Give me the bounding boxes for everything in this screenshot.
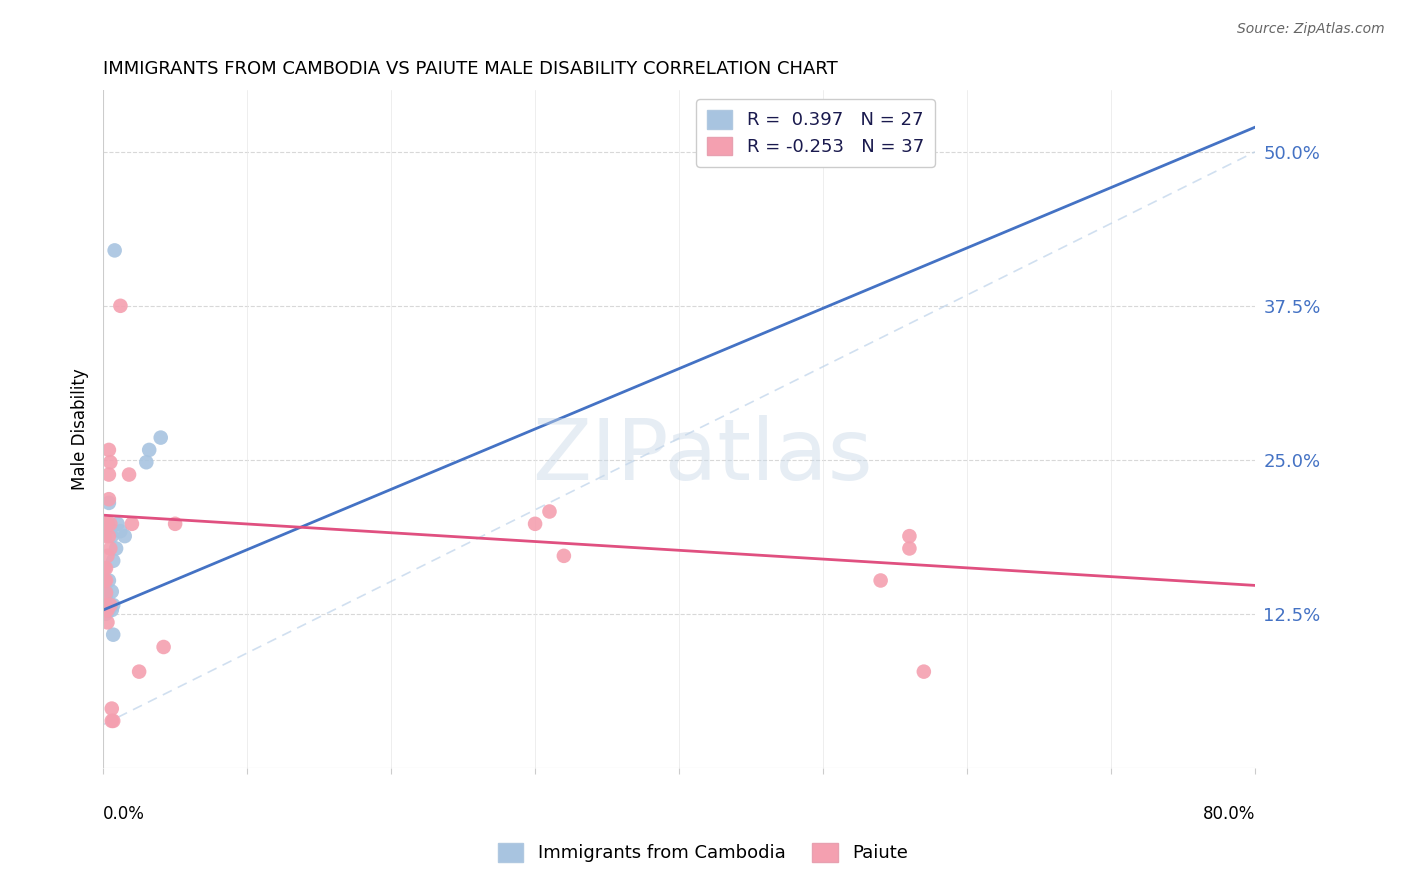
Point: [107, 516, 129, 531]
Point: [93, 594, 115, 608]
Point: [103, 628, 125, 642]
Point: [97, 467, 120, 482]
Point: [94, 561, 117, 575]
Legend: Immigrants from Cambodia, Paiute: Immigrants from Cambodia, Paiute: [491, 836, 915, 870]
Point: [149, 431, 172, 445]
Point: [96, 615, 118, 630]
Point: [138, 442, 160, 457]
Text: 0.0%: 0.0%: [103, 805, 145, 823]
Point: [93, 529, 115, 543]
Point: [94, 588, 117, 602]
Point: [97, 496, 120, 510]
Point: [97, 520, 120, 534]
Point: [97, 442, 120, 457]
Point: [96, 549, 118, 563]
Point: [93, 582, 115, 596]
Point: [94, 584, 117, 599]
Point: [98, 455, 121, 469]
Point: [93, 598, 115, 612]
Point: [898, 541, 921, 556]
Point: [94, 600, 117, 615]
Point: [93, 576, 115, 591]
Point: [104, 244, 127, 258]
Point: [94, 603, 117, 617]
Point: [165, 516, 187, 531]
Point: [553, 549, 575, 563]
Point: [94, 586, 117, 600]
Point: [100, 603, 122, 617]
Y-axis label: Male Disability: Male Disability: [72, 368, 89, 490]
Point: [96, 516, 118, 531]
Point: [100, 701, 122, 715]
Point: [110, 524, 132, 539]
Point: [524, 516, 547, 531]
Point: [94, 607, 117, 621]
Text: Source: ZipAtlas.com: Source: ZipAtlas.com: [1237, 22, 1385, 37]
Point: [97, 529, 120, 543]
Point: [869, 574, 891, 588]
Point: [103, 714, 125, 728]
Point: [96, 603, 118, 617]
Point: [118, 467, 141, 482]
Text: 80.0%: 80.0%: [1202, 805, 1256, 823]
Point: [98, 541, 121, 556]
Point: [97, 574, 120, 588]
Point: [94, 574, 117, 588]
Point: [103, 554, 125, 568]
Point: [105, 541, 128, 556]
Point: [98, 598, 121, 612]
Point: [100, 584, 122, 599]
Point: [538, 504, 561, 518]
Point: [100, 529, 122, 543]
Point: [135, 455, 157, 469]
Point: [97, 603, 120, 617]
Legend: R =  0.397   N = 27, R = -0.253   N = 37: R = 0.397 N = 27, R = -0.253 N = 37: [696, 99, 935, 167]
Point: [898, 529, 921, 543]
Point: [93, 574, 115, 588]
Point: [100, 714, 122, 728]
Point: [103, 598, 125, 612]
Point: [93, 600, 115, 615]
Point: [93, 588, 115, 602]
Text: ZIPatlas: ZIPatlas: [531, 415, 872, 498]
Point: [97, 492, 120, 507]
Point: [121, 516, 143, 531]
Point: [128, 665, 150, 679]
Text: IMMIGRANTS FROM CAMBODIA VS PAIUTE MALE DISABILITY CORRELATION CHART: IMMIGRANTS FROM CAMBODIA VS PAIUTE MALE …: [103, 60, 838, 78]
Point: [114, 529, 136, 543]
Point: [912, 665, 935, 679]
Point: [93, 561, 115, 575]
Point: [93, 516, 115, 531]
Point: [110, 299, 132, 313]
Point: [152, 640, 174, 654]
Point: [98, 516, 121, 531]
